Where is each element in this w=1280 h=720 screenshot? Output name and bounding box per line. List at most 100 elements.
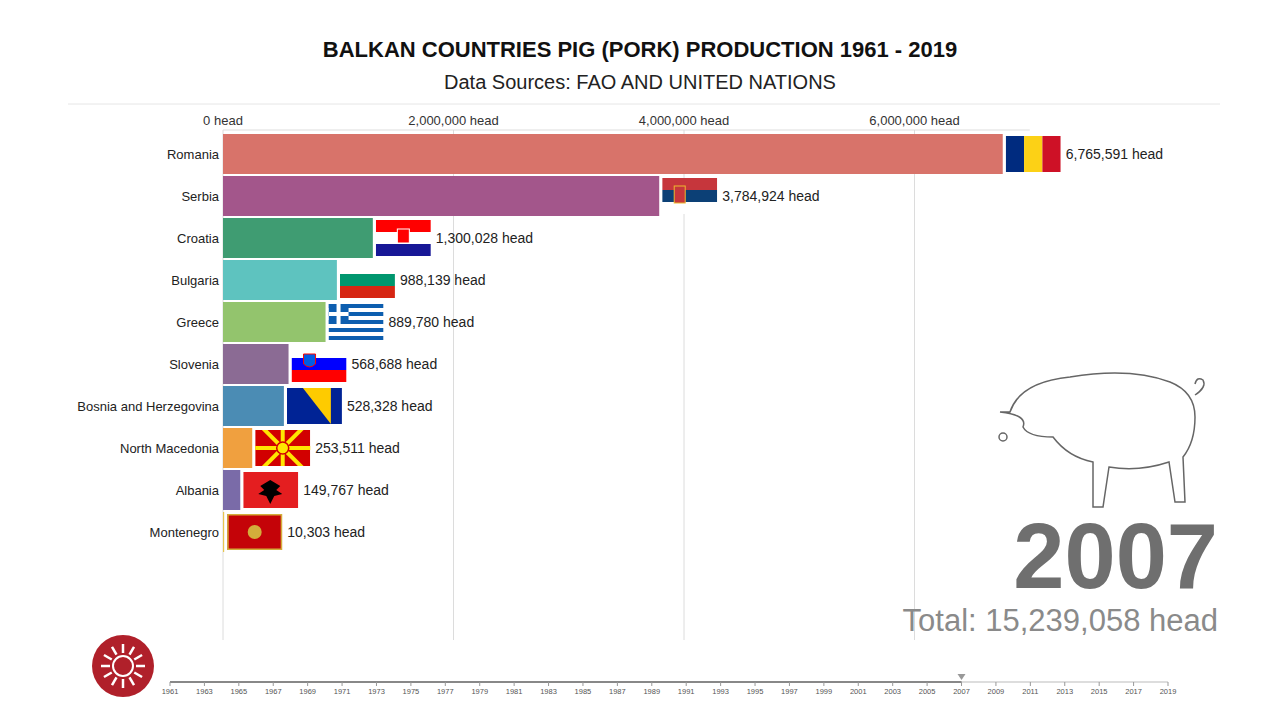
flag-part [340, 274, 395, 286]
timeline-tick [1064, 682, 1065, 686]
flag-part [292, 358, 347, 370]
timeline-tick [1133, 682, 1134, 686]
flag [329, 304, 384, 340]
flag-part [329, 332, 384, 336]
timeline-label: 1965 [230, 687, 247, 696]
flag-part [304, 354, 316, 367]
data-label: 1,300,028 head [436, 230, 533, 246]
bar [223, 344, 289, 384]
category-label: Bulgaria [171, 273, 219, 288]
timeline-tick [720, 682, 721, 686]
timeline-label: 1983 [540, 687, 557, 696]
flag-part [662, 190, 717, 202]
timeline-tick [995, 682, 996, 686]
axis-line [223, 130, 1030, 131]
timeline-line [170, 682, 1168, 683]
flag [376, 220, 431, 256]
timeline-label: 1969 [299, 687, 316, 696]
timeline-tick [755, 682, 756, 686]
flag-part [340, 262, 395, 274]
timeline-label: 2003 [884, 687, 901, 696]
logo [92, 635, 154, 697]
flag-part [1024, 136, 1042, 172]
logo-ray [122, 679, 125, 688]
flag-part [329, 336, 384, 340]
logo-ray [134, 655, 142, 660]
timeline-tick [1030, 682, 1031, 686]
tick-label: 6,000,000 head [869, 113, 959, 128]
timeline-tick [1099, 682, 1100, 686]
timeline-tick [238, 682, 239, 686]
logo-ray [104, 673, 112, 678]
flag-part [258, 480, 282, 504]
timeline-progress [170, 681, 962, 683]
timeline-tick [617, 682, 618, 686]
category-label: Romania [167, 147, 220, 162]
timeline-tick [961, 682, 962, 686]
timeline-label: 1973 [368, 687, 385, 696]
timeline-tick [410, 682, 411, 686]
flag-part [329, 324, 384, 328]
timeline-tick [307, 682, 308, 686]
timeline-label: 1995 [747, 687, 764, 696]
flag [243, 472, 298, 508]
timeline-tick [927, 682, 928, 686]
timeline-marker [958, 674, 966, 680]
timeline-label: 2001 [850, 687, 867, 696]
flag-part [329, 328, 384, 332]
timeline-label: 1967 [265, 687, 282, 696]
bar [223, 260, 337, 300]
logo-ray [101, 665, 110, 668]
logo-sun [113, 656, 133, 676]
logo-ray [130, 647, 135, 655]
timeline-label: 1993 [712, 687, 729, 696]
timeline-label: 2011 [1022, 687, 1038, 696]
grid-line [914, 130, 915, 640]
flag-part [397, 229, 409, 243]
data-label: 3,784,924 head [722, 188, 819, 204]
timeline-label: 1971 [334, 687, 351, 696]
logo-ray [104, 655, 112, 660]
flag-part [277, 442, 289, 454]
category-label: Montenegro [150, 525, 219, 540]
timeline-label: 1975 [403, 687, 420, 696]
data-label: 149,767 head [303, 482, 389, 498]
chart-root: BALKAN COUNTRIES PIG (PORK) PRODUCTION 1… [0, 0, 1280, 720]
timeline-tick [582, 682, 583, 686]
logo-ray [136, 665, 145, 668]
timeline-label: 1977 [437, 687, 454, 696]
flag-part [662, 202, 717, 214]
flag [1006, 136, 1061, 172]
timeline-label: 1985 [575, 687, 592, 696]
timeline-tick [445, 682, 446, 686]
category-label: Bosnia and Herzegovina [77, 399, 219, 414]
logo-ray [134, 673, 142, 678]
timeline-tick [204, 682, 205, 686]
timeline-label: 2017 [1125, 687, 1142, 696]
timeline-tick [789, 682, 790, 686]
timeline-tick [514, 682, 515, 686]
flag-part [248, 525, 262, 539]
category-label: Croatia [177, 231, 220, 246]
flag-part [227, 514, 282, 550]
bar [223, 428, 252, 468]
timeline-tick [479, 682, 480, 686]
timeline-label: 1987 [609, 687, 626, 696]
year-label: 2007 [1013, 505, 1218, 607]
flag-part [292, 370, 347, 382]
timeline-label: 1989 [643, 687, 660, 696]
subtitle: Data Sources: FAO AND UNITED NATIONS [444, 71, 836, 93]
pig-tail [1195, 379, 1204, 395]
timeline-label: 1997 [781, 687, 798, 696]
timeline-label: 1981 [506, 687, 523, 696]
data-label: 988,139 head [400, 272, 486, 288]
flag-part [287, 388, 342, 424]
timeline-tick [892, 682, 893, 686]
flag [340, 262, 395, 298]
flag-part [376, 244, 431, 256]
logo-ray [122, 644, 125, 653]
bar [223, 302, 326, 342]
flag-part [329, 312, 349, 316]
flag [287, 388, 342, 424]
flag-part [303, 388, 331, 424]
